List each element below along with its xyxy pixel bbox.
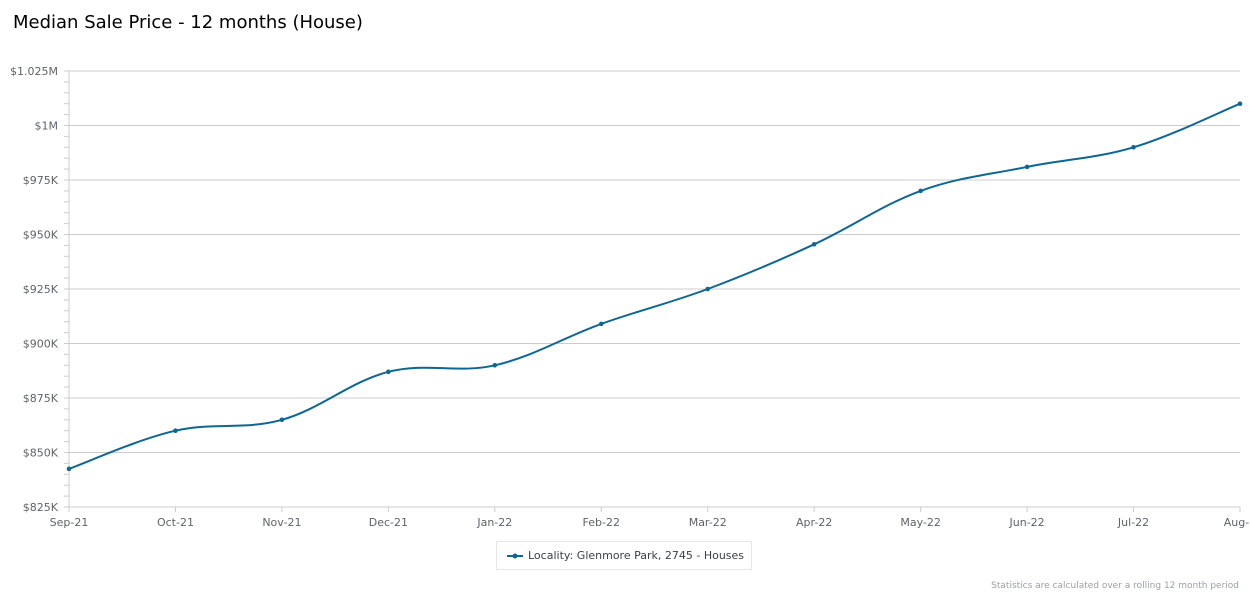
x-tick-label: Nov-21	[262, 516, 301, 529]
data-point[interactable]	[492, 363, 498, 368]
x-tick-label: Dec-21	[369, 516, 408, 529]
y-tick-label: $825K	[23, 501, 59, 514]
x-tick-label: Aug-2	[1224, 516, 1250, 529]
y-tick-label: $925K	[23, 283, 59, 296]
legend-label: Locality: Glenmore Park, 2745 - Houses	[528, 549, 745, 562]
data-point[interactable]	[173, 428, 178, 434]
legend-line-marker-icon	[507, 553, 523, 558]
y-tick-label: $975K	[23, 174, 59, 187]
y-tick-label: $850K	[23, 447, 59, 460]
x-tick-label: Jan-22	[476, 516, 512, 529]
data-point[interactable]	[1024, 164, 1030, 170]
data-point[interactable]	[66, 466, 72, 472]
axes	[64, 70, 1240, 508]
y-tick-label: $1M	[35, 120, 59, 133]
data-point[interactable]	[705, 286, 711, 292]
y-tick-label: $1.025M	[10, 65, 58, 78]
series-layer	[66, 101, 1243, 472]
plot-area: $825K $850K $875K $900K $925K $950K $975K $1M $1…	[10, 65, 1250, 529]
x-tick-label: Jun-22	[1009, 516, 1045, 529]
x-tick-label: Apr-22	[796, 516, 832, 529]
x-tick-label: Feb-22	[583, 516, 620, 529]
data-point[interactable]	[1237, 101, 1243, 106]
chart-title: Median Sale Price - 12 months (House)	[13, 12, 363, 33]
series-line	[68, 102, 1241, 470]
x-tick-label: Sep-21	[50, 516, 89, 529]
data-point[interactable]	[918, 188, 923, 194]
x-axis-ticks: Sep-21 Oct-21 Nov-21 Dec-21 Jan-22 Feb-22 Mar-…	[50, 507, 1250, 529]
x-tick-label: Mar-22	[689, 516, 727, 529]
y-tick-label: $900K	[23, 338, 59, 351]
y-axis-ticks: $825K $850K $875K $900K $925K $950K $975K $1M $1…	[10, 65, 59, 514]
legend-item-glenmore-park[interactable]: Locality: Glenmore Park, 2745 - Houses	[496, 541, 752, 570]
data-point[interactable]	[811, 242, 817, 247]
data-point[interactable]	[1131, 145, 1136, 150]
x-tick-label: May-22	[900, 516, 941, 529]
data-point[interactable]	[279, 417, 285, 423]
footnote: Statistics are calculated over a rolling…	[991, 581, 1239, 591]
y-tick-label: $875K	[23, 392, 59, 405]
y-tick-label: $950K	[23, 229, 59, 242]
data-point[interactable]	[386, 369, 391, 375]
data-point[interactable]	[598, 321, 604, 327]
x-tick-label: Jul-22	[1117, 516, 1149, 529]
grid-lines	[69, 70, 1240, 453]
x-tick-label: Oct-21	[157, 516, 194, 529]
